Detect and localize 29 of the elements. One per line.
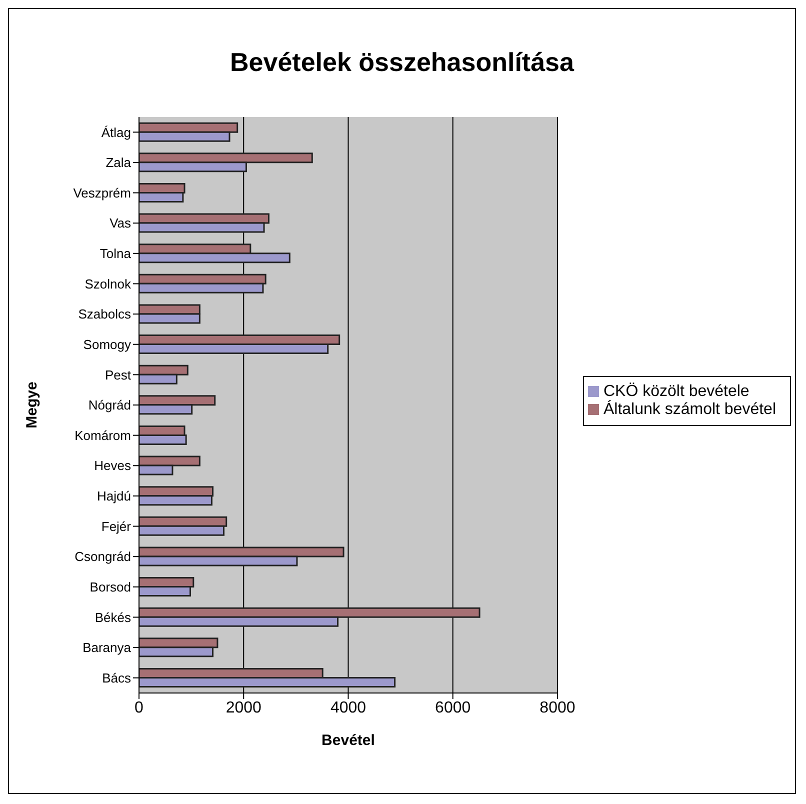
x-tick-label: 6000 bbox=[435, 699, 471, 716]
y-tick-label: Komárom bbox=[74, 428, 131, 443]
x-axis-title: Bevétel bbox=[322, 732, 375, 749]
x-tick-label: 8000 bbox=[540, 699, 576, 716]
y-tick-label: Pest bbox=[104, 367, 132, 382]
y-tick-label: Szolnok bbox=[84, 276, 132, 292]
y-tick-label: Csongrád bbox=[74, 549, 131, 564]
y-tick-label: Szabolcs bbox=[78, 306, 132, 322]
y-tick-label: Átlag bbox=[101, 124, 131, 140]
y-tick-label: Bács bbox=[102, 670, 132, 686]
y-tick-label: Hajdú bbox=[97, 488, 131, 504]
legend-label: CKÖ közölt bevétele bbox=[603, 383, 750, 400]
x-tick-label: 4000 bbox=[330, 699, 366, 716]
x-tick-label: 2000 bbox=[226, 699, 262, 716]
y-tick-label: Zala bbox=[106, 155, 132, 170]
y-tick-label: Vas bbox=[110, 216, 132, 231]
y-tick-label: Fejér bbox=[101, 518, 132, 534]
y-tick-label: Békés bbox=[94, 610, 132, 625]
y-tick-label: Borsod bbox=[90, 580, 131, 595]
chart-title: Bevételek összehasonlítása bbox=[229, 47, 576, 78]
y-axis-title: Megye bbox=[23, 382, 40, 428]
y-tick-label: Nógrád bbox=[88, 398, 131, 413]
legend-label: Általunk számolt bevétel bbox=[603, 401, 776, 418]
x-tick-label: 0 bbox=[134, 699, 144, 716]
y-tick-label: Tolna bbox=[100, 246, 132, 262]
y-tick-label: Veszprém bbox=[73, 185, 131, 200]
y-tick-label: Somogy bbox=[83, 336, 132, 352]
y-tick-label: Baranya bbox=[82, 640, 132, 656]
y-tick-label: Heves bbox=[94, 458, 132, 474]
